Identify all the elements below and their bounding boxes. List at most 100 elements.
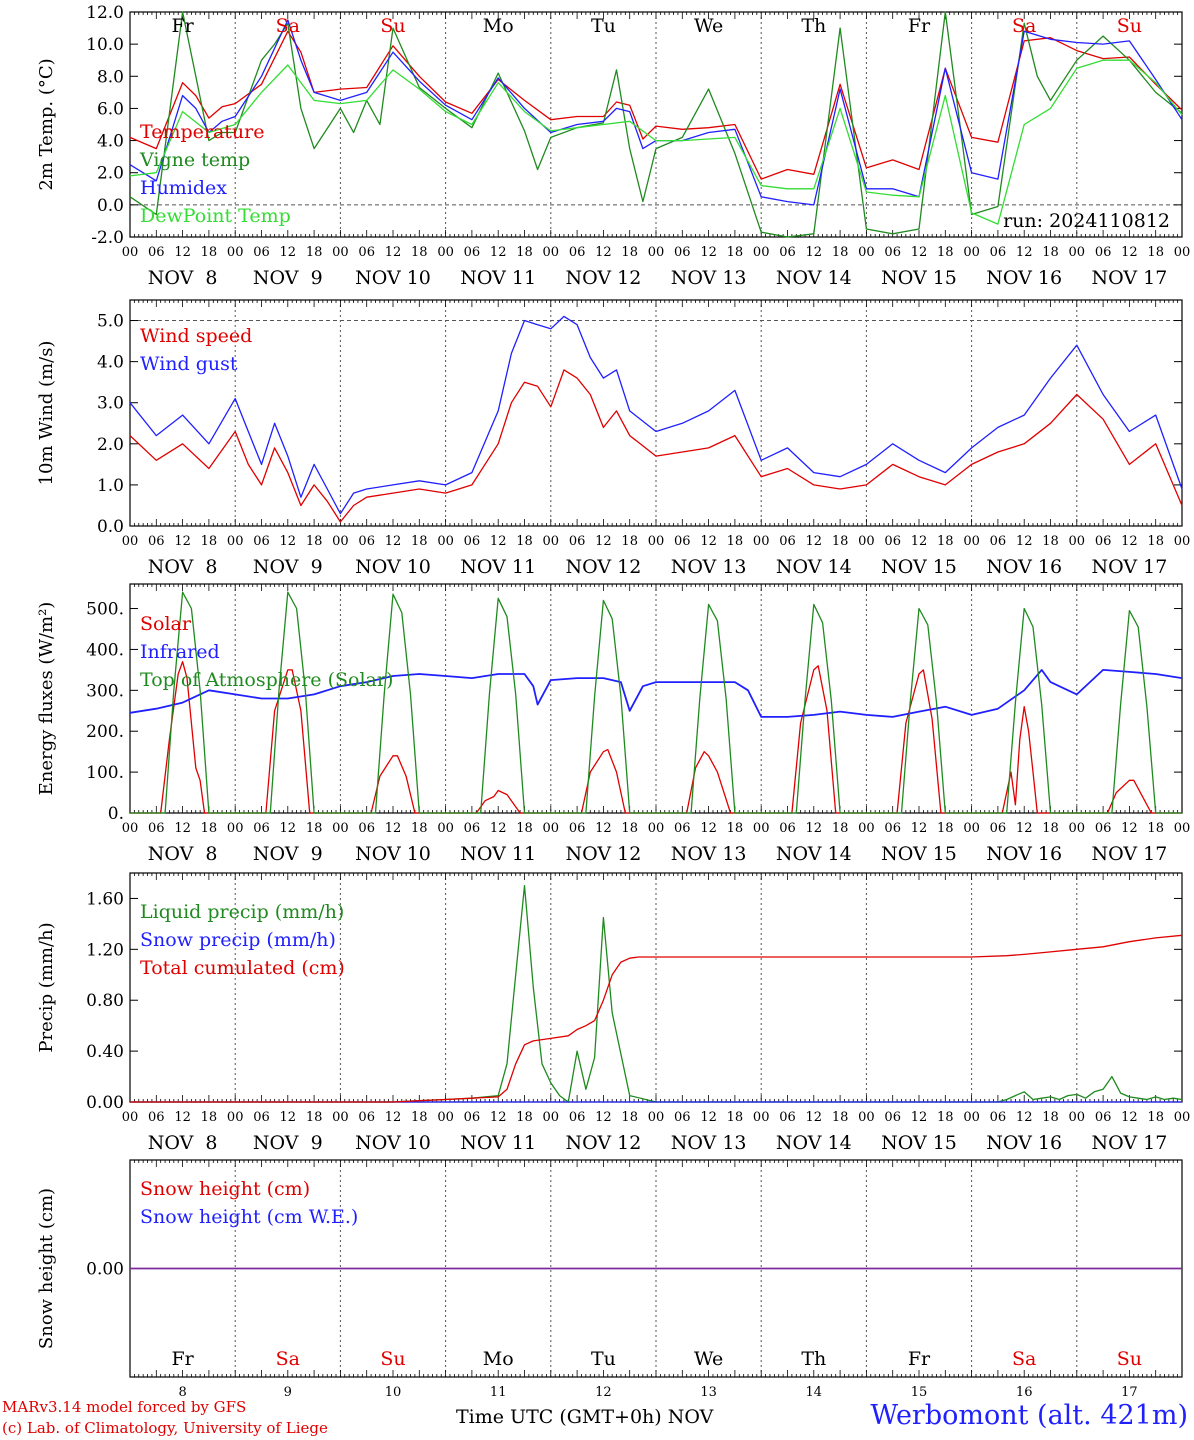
hour-tick-label: 12	[595, 1110, 612, 1125]
series-line	[129, 59, 1183, 225]
hour-tick-label: 12	[700, 245, 717, 260]
hour-tick-label: 18	[937, 1110, 954, 1125]
hour-tick-label: 18	[832, 821, 849, 836]
hour-tick-label: 18	[832, 1110, 849, 1125]
hour-tick-label: 18	[1042, 534, 1059, 549]
hour-tick-label: 06	[464, 534, 481, 549]
hour-tick-label: 00	[437, 821, 454, 836]
legend-entry: Top of Atmosphere (Solar)	[140, 669, 393, 691]
legend-entry: Solar	[140, 613, 192, 635]
hour-tick-label: 12	[1016, 821, 1033, 836]
hour-tick-label: 00	[1174, 245, 1191, 260]
hour-tick-label: 06	[148, 821, 165, 836]
date-label: NOV 10	[355, 1132, 431, 1154]
date-label: NOV 8	[148, 267, 218, 289]
hour-tick-label: 12	[1121, 534, 1138, 549]
hour-tick-label: 18	[1147, 534, 1164, 549]
hour-tick-label: 12	[385, 245, 402, 260]
series-line	[129, 11, 1183, 238]
hour-tick-label: 18	[306, 1110, 323, 1125]
weekday-label: We	[694, 15, 723, 37]
date-label: NOV 11	[460, 843, 536, 865]
y-tick-label: 0.00	[86, 1260, 124, 1280]
hour-tick-label: 00	[648, 821, 665, 836]
series-line	[129, 669, 1183, 718]
hour-tick-label: 06	[569, 821, 586, 836]
y-tick-label: 0.40	[86, 1042, 124, 1062]
weekday-label: Th	[801, 15, 826, 37]
hour-tick-label: 12	[806, 1110, 823, 1125]
panel-5: 0.00 Snow height (cm) Snow height (cm) Snow…	[36, 1159, 1183, 1378]
hour-tick-label: 06	[674, 245, 691, 260]
panel-3: 0. 100. 200. 300. 400. 500. Energy fluxes (W/m…	[36, 583, 1190, 865]
y-tick-label: 1.20	[86, 940, 124, 960]
hour-tick-label: 18	[1042, 1110, 1059, 1125]
date-label: NOV 12	[565, 843, 641, 865]
hour-tick-label: 18	[411, 245, 428, 260]
date-label: NOV 9	[253, 1132, 323, 1154]
date-number-label: 12	[595, 1385, 612, 1400]
date-number-label: 10	[385, 1385, 402, 1400]
weekday-label: Sa	[1012, 1348, 1036, 1370]
hour-tick-label: 06	[1095, 534, 1112, 549]
y-tick-label: 1.60	[86, 889, 124, 909]
model-credit: MARv3.14 model forced by GFS	[2, 1398, 247, 1416]
hour-tick-label: 06	[253, 1110, 270, 1125]
legend-entry: DewPoint Temp	[140, 205, 291, 227]
hour-tick-label: 18	[832, 245, 849, 260]
hour-tick-label: 00	[753, 821, 770, 836]
hour-tick-label: 18	[621, 821, 638, 836]
hour-tick-label: 00	[543, 534, 560, 549]
hour-tick-label: 06	[1095, 1110, 1112, 1125]
legend-entry: Snow height (cm)	[140, 1178, 310, 1200]
hour-tick-label: 06	[569, 245, 586, 260]
date-label: NOV 8	[148, 1132, 218, 1154]
date-number-label: 9	[284, 1385, 292, 1400]
hour-tick-label: 06	[990, 1110, 1007, 1125]
legend-entry: Wind speed	[140, 325, 252, 347]
weekday-label: Su	[380, 15, 405, 37]
date-label: NOV 17	[1091, 267, 1167, 289]
weekday-label: Fr	[171, 15, 194, 37]
hour-tick-label: 12	[280, 245, 297, 260]
date-label: NOV 15	[881, 556, 957, 578]
hour-tick-label: 06	[779, 245, 796, 260]
hour-tick-label: 12	[490, 1110, 507, 1125]
date-label: NOV 15	[881, 843, 957, 865]
hour-tick-label: 12	[911, 821, 928, 836]
series-line	[129, 30, 1183, 180]
hour-tick-label: 06	[884, 821, 901, 836]
hour-tick-label: 06	[358, 534, 375, 549]
hour-tick-label: 18	[832, 534, 849, 549]
hour-tick-label: 00	[648, 534, 665, 549]
weekday-label: Fr	[171, 1348, 194, 1370]
y-tick-label: 300.	[86, 681, 124, 701]
y-tick-label: 0.0	[97, 517, 124, 537]
hour-tick-label: 06	[358, 1110, 375, 1125]
hour-tick-label: 12	[280, 534, 297, 549]
hour-tick-label: 00	[1069, 245, 1086, 260]
hour-tick-label: 18	[201, 245, 218, 260]
run-label: run: 2024110812	[1003, 210, 1170, 232]
weekday-label: Sa	[276, 1348, 300, 1370]
hour-tick-label: 06	[674, 1110, 691, 1125]
hour-tick-label: 12	[1121, 245, 1138, 260]
y-tick-label: 10.0	[86, 35, 124, 55]
hour-tick-label: 00	[963, 821, 980, 836]
date-number-label: 13	[700, 1385, 717, 1400]
weekday-label: Mo	[483, 1348, 514, 1370]
hour-tick-label: 12	[1121, 821, 1138, 836]
hour-tick-label: 12	[490, 534, 507, 549]
station-title: Werbomont (alt. 421m)	[870, 1400, 1188, 1431]
hour-tick-label: 06	[253, 245, 270, 260]
hour-tick-label: 00	[332, 245, 349, 260]
hour-tick-label: 00	[437, 1110, 454, 1125]
hour-tick-label: 18	[411, 534, 428, 549]
date-label: NOV 16	[986, 1132, 1062, 1154]
date-label: NOV 8	[148, 843, 218, 865]
weekday-label: Su	[380, 1348, 405, 1370]
hour-tick-label: 18	[727, 534, 744, 549]
hour-tick-label: 06	[779, 1110, 796, 1125]
hour-tick-label: 00	[227, 534, 244, 549]
hour-tick-label: 00	[1069, 821, 1086, 836]
